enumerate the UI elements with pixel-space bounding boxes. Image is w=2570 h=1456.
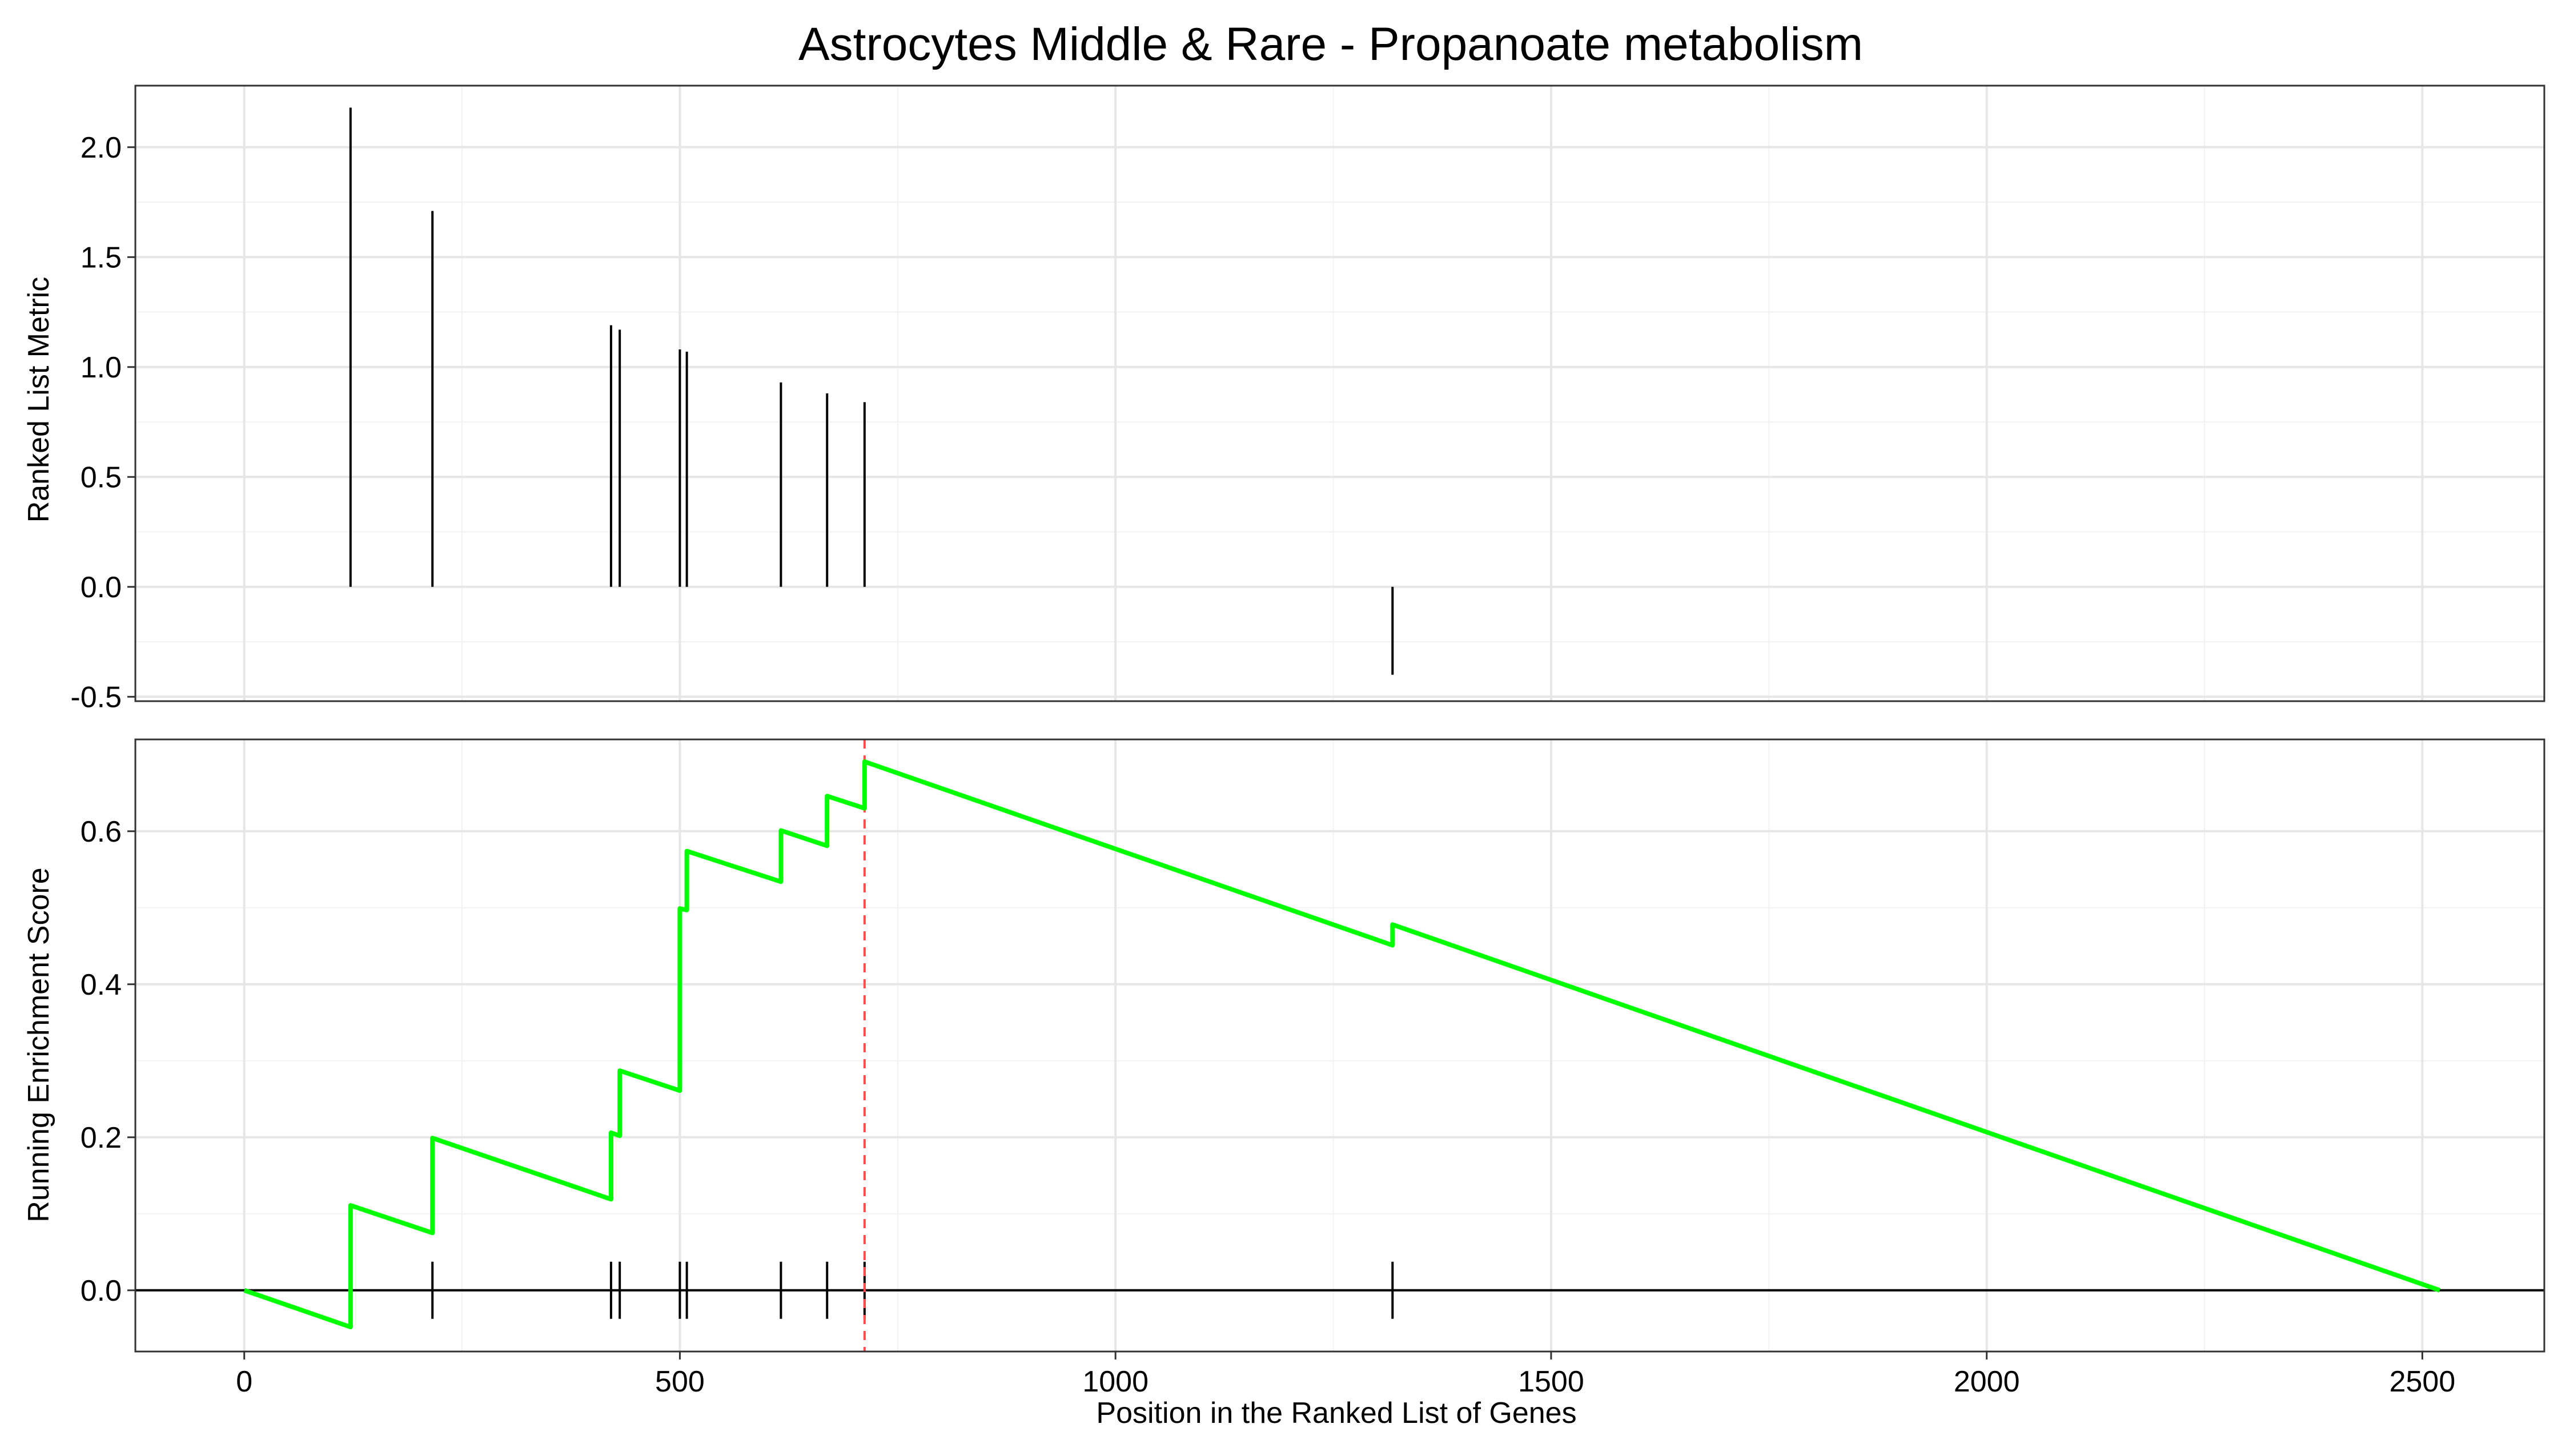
top-panel-border [134,85,2545,702]
bottom-panel-border [134,738,2545,1353]
x-tick-label: 500 [655,1365,705,1398]
x-tick-label: 1500 [1518,1365,1584,1398]
top-panel-background [135,86,2544,701]
x-tick-label: 2500 [2390,1365,2456,1398]
top-panel-y-tick-label: 0.0 [81,571,122,604]
top-panel-y-tick-label: 0.5 [81,461,122,494]
running-es-axis-label: Running Enrichment Score [22,867,55,1222]
x-axis-label: Position in the Ranked List of Genes [1096,1397,1576,1430]
running-es-line [243,759,2441,1330]
bottom-panel-background [135,739,2544,1352]
bottom-panel-y-tick-label: 0.6 [81,815,122,848]
top-panel-y-tick-label: -0.5 [70,681,122,714]
ranked-metric-axis-label: Ranked List Metric [22,277,55,523]
x-tick-label: 0 [236,1365,252,1398]
top-panel-y-tick-label: 2.0 [81,131,122,164]
bottom-panel-y-tick-label: 0.2 [81,1121,122,1155]
chart-title: Astrocytes Middle & Rare - Propanoate me… [798,18,1863,70]
top-panel-y-tick-label: 1.0 [81,351,122,384]
ranked-metric-panel: -0.5 0.0 0.5 1.0 1.5 2.0 [70,85,2545,714]
running-es-panel: 0.0 0.2 0.4 0.6 0 500 1000 1500 2000 2500 [81,738,2545,1398]
x-tick-label: 1000 [1082,1365,1149,1398]
bottom-panel-y-tick-label: 0.4 [81,968,122,1001]
x-tick-label: 2000 [1954,1365,2020,1398]
bottom-panel-y-tick-label: 0.0 [81,1274,122,1308]
top-panel-y-tick-label: 1.5 [81,241,122,274]
